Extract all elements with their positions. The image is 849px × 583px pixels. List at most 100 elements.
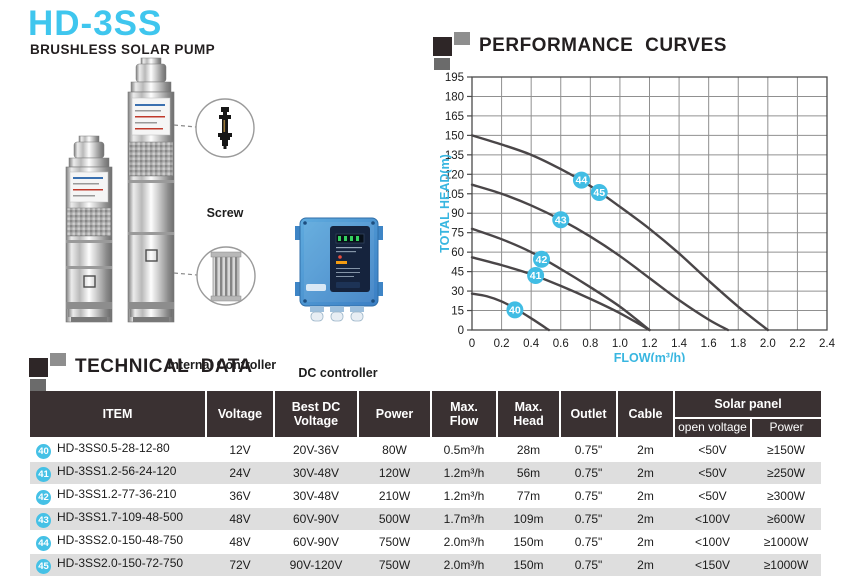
x-axis-title: FLOW(m³/h)	[614, 351, 686, 362]
col-header-cable: Cable	[616, 391, 675, 439]
voltage-value: 48V	[206, 530, 274, 554]
max-head-value: 150m	[497, 530, 560, 554]
best-dc-value: 20V-36V	[274, 437, 358, 462]
max-flow-value: 0.5m³/h	[431, 437, 497, 462]
outlet-value: 0.75"	[560, 461, 617, 485]
y-axis-title: TOTAL HEAD(m)	[440, 154, 452, 253]
best-dc-value: 60V-90V	[274, 530, 358, 554]
open-voltage-value: <150V	[674, 553, 751, 577]
model-number-badge: 42	[36, 489, 51, 505]
col-header-open-voltage: open voltage	[674, 417, 752, 439]
screw-icon	[218, 107, 232, 149]
pump-illustration-svg	[65, 57, 383, 323]
y-tick-label: 120	[445, 169, 464, 181]
col-header-power: Power	[357, 391, 432, 439]
curve-marker-label: 45	[593, 187, 605, 199]
solar-power-value: ≥300W	[751, 484, 822, 508]
x-tick-label: 2.0	[760, 338, 776, 350]
solar-power-value: ≥250W	[751, 461, 822, 485]
table-row: 43 HD-3SS1.7-109-48-500 48V 60V-90V 500W …	[30, 507, 822, 531]
x-tick-label: 1.8	[730, 338, 746, 350]
y-tick-label: 60	[451, 247, 464, 259]
col-header-max-head: Max. Head	[496, 391, 561, 439]
y-tick-label: 165	[445, 111, 464, 123]
outlet-value: 0.75"	[560, 437, 617, 462]
x-tick-label: 0.2	[494, 338, 510, 350]
power-value: 210W	[358, 484, 431, 508]
y-tick-label: 195	[445, 72, 464, 84]
outlet-value: 0.75"	[560, 530, 617, 554]
small-pump-image	[65, 135, 113, 323]
max-head-value: 77m	[497, 484, 560, 508]
best-dc-value: 60V-90V	[274, 507, 358, 531]
voltage-value: 36V	[206, 484, 274, 508]
curve-42	[470, 227, 651, 332]
outlet-value: 0.75"	[560, 553, 617, 577]
technical-data-table: ITEM Voltage Best DC Voltage Power Max. …	[30, 391, 822, 577]
y-tick-label: 15	[451, 306, 464, 318]
table-row: 44 HD-3SS2.0-150-48-750 48V 60V-90V 750W …	[30, 530, 822, 554]
x-tick-label: 2.2	[789, 338, 805, 350]
model-number-badge: 43	[36, 512, 51, 528]
item-name: HD-3SS2.0-150-48-750	[57, 532, 184, 547]
curve-44-45	[470, 134, 770, 332]
dc-controller-cable-glands	[310, 306, 364, 322]
tall-pump-image	[127, 57, 175, 323]
max-flow-value: 2.0m³/h	[431, 530, 497, 554]
y-tick-label: 30	[451, 286, 464, 298]
voltage-value: 48V	[206, 507, 274, 531]
dc-controller-image	[295, 217, 383, 322]
curve-41	[470, 256, 651, 332]
internal-controller-callout-circle	[196, 246, 256, 306]
item-name: HD-3SS1.2-77-36-210	[57, 486, 177, 501]
section-squares-icon	[29, 353, 67, 391]
col-header-max-flow: Max. Flow	[430, 391, 498, 439]
curve-marker-44	[572, 171, 590, 189]
y-tick-label: 90	[451, 208, 464, 220]
table-row: 45 HD-3SS2.0-150-72-750 72V 90V-120V 750W…	[30, 553, 822, 577]
open-voltage-value: <100V	[674, 507, 751, 531]
x-tick-label: 1.4	[671, 338, 688, 350]
col-header-voltage: Voltage	[205, 391, 275, 439]
voltage-value: 12V	[206, 437, 274, 462]
y-tick-label: 135	[445, 150, 464, 162]
cable-value: 2m	[617, 530, 674, 554]
max-head-value: 150m	[497, 553, 560, 577]
x-tick-label: 1.6	[701, 338, 717, 350]
x-tick-label: 0.6	[553, 338, 569, 350]
curve-marker-45	[590, 183, 608, 201]
x-tick-label: 1.0	[612, 338, 628, 350]
best-dc-value: 30V-48V	[274, 484, 358, 508]
x-tick-label: 1.2	[642, 338, 658, 350]
max-flow-value: 1.2m³/h	[431, 461, 497, 485]
performance-chart: 0 0.2 0.4 0.6 0.8 1.0 1.2 1.4 1.6 1.8 2.0 2.2 2.4 0 15…	[438, 62, 849, 365]
curve-marker-42	[533, 250, 551, 268]
performance-title: PERFORMANCE CURVES	[479, 35, 727, 56]
outlet-value: 0.75"	[560, 484, 617, 508]
max-head-value: 56m	[497, 461, 560, 485]
solar-power-value: ≥1000W	[751, 530, 822, 554]
product-illustrations: Screw Internal Controller DC controller	[0, 50, 440, 380]
cable-value: 2m	[617, 507, 674, 531]
technical-title: TECHNICAL DATA	[75, 356, 253, 377]
internal-controller-label: Internal Controller	[167, 358, 277, 372]
item-name: HD-3SS0.5-28-12-80	[57, 440, 170, 455]
best-dc-value: 90V-120V	[274, 553, 358, 577]
x-tick-label: 0	[469, 338, 475, 350]
cable-value: 2m	[617, 461, 674, 485]
voltage-value: 72V	[206, 553, 274, 577]
item-name: HD-3SS1.2-56-24-120	[57, 463, 177, 478]
power-value: 750W	[358, 530, 431, 554]
col-header-best-dc: Best DC Voltage	[273, 391, 359, 439]
x-tick-label: 0.8	[582, 338, 598, 350]
solar-power-value: ≥600W	[751, 507, 822, 531]
power-value: 500W	[358, 507, 431, 531]
open-voltage-value: <100V	[674, 530, 751, 554]
cable-value: 2m	[617, 553, 674, 577]
max-head-value: 28m	[497, 437, 560, 462]
performance-section-header: PERFORMANCE CURVES	[433, 32, 727, 70]
page-subtitle: BRUSHLESS SOLAR PUMP	[30, 42, 216, 57]
power-value: 750W	[358, 553, 431, 577]
curve-marker-40	[506, 301, 524, 319]
max-flow-value: 1.2m³/h	[431, 484, 497, 508]
